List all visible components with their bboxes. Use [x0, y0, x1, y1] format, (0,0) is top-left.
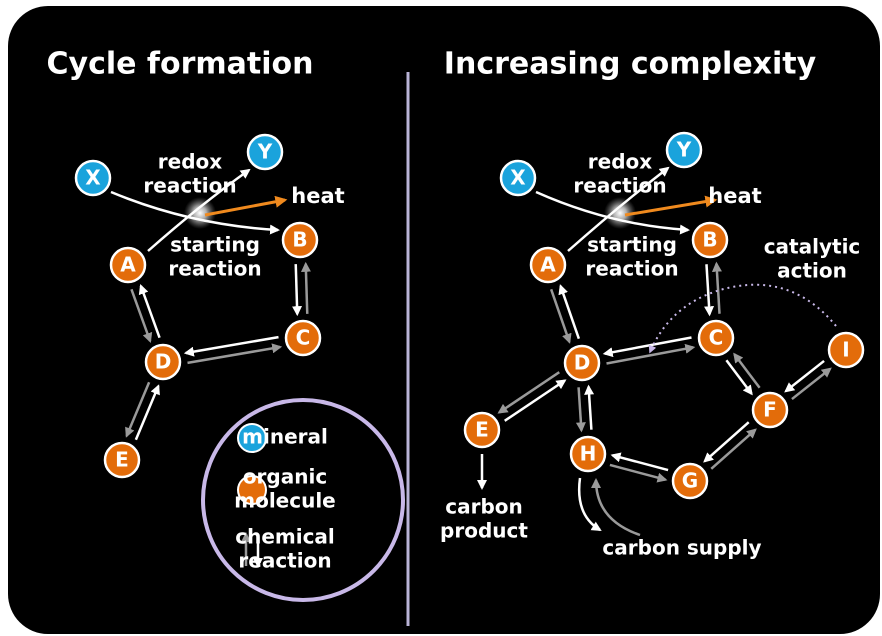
- label: G: [682, 469, 698, 493]
- label: catalytic: [764, 235, 861, 259]
- label: E: [475, 418, 489, 442]
- reaction-arrow: [575, 387, 586, 433]
- reaction-arrow: [504, 379, 567, 422]
- legend-molecule: [237, 475, 267, 505]
- redox-arrow: [535, 190, 690, 235]
- mineral-node: [665, 131, 703, 169]
- label: reaction: [573, 174, 666, 198]
- legend-mineral: [237, 423, 267, 453]
- molecule-node: [103, 441, 141, 479]
- molecule-node: [281, 221, 319, 259]
- label: D: [574, 351, 591, 375]
- reaction-arrow: [183, 335, 279, 357]
- label: B: [702, 228, 717, 252]
- reaction-arrow: [733, 352, 761, 389]
- reaction-arrow: [549, 288, 572, 344]
- label: heat: [291, 184, 344, 208]
- label: reaction: [168, 257, 261, 281]
- label: B: [292, 228, 307, 252]
- start-arrow: [567, 166, 670, 252]
- label: C: [296, 326, 311, 350]
- redox-arrow: [110, 190, 280, 235]
- molecule-node: [463, 411, 501, 449]
- heat-arrow: [624, 195, 718, 217]
- label: D: [155, 350, 172, 374]
- reaction-arrow: [138, 283, 161, 339]
- reaction-arrow: [292, 264, 303, 317]
- reaction-arrow: [602, 336, 692, 358]
- reaction-arrow: [784, 359, 825, 393]
- reaction-arrow: [497, 371, 560, 414]
- molecule-node: [284, 319, 322, 357]
- label: E: [115, 448, 129, 472]
- label: carbon supply: [602, 536, 761, 560]
- supply-arrow: [591, 478, 641, 537]
- label: Y: [676, 138, 692, 162]
- mineral-node: [74, 159, 112, 197]
- label: starting: [587, 233, 677, 257]
- label: reaction: [143, 174, 236, 198]
- label: molecule: [234, 489, 336, 513]
- label: redox: [588, 150, 652, 174]
- molecule-node: [697, 319, 735, 357]
- molecule-node: [691, 221, 729, 259]
- reaction-arrow: [187, 343, 283, 365]
- molecule-node: [563, 344, 601, 382]
- label: action: [777, 259, 847, 283]
- reaction-arrow: [300, 261, 311, 314]
- reaction-arrow: [134, 384, 160, 441]
- label: X: [510, 166, 526, 190]
- mineral-node: [246, 133, 284, 171]
- label: F: [763, 398, 777, 422]
- label: X: [85, 166, 101, 190]
- reaction-arrow: [710, 428, 757, 470]
- molecule-node: [671, 462, 709, 500]
- molecule-node: [144, 343, 182, 381]
- reaction-arrow: [703, 421, 750, 463]
- label: redox: [158, 150, 222, 174]
- label: product: [440, 519, 528, 543]
- label: reaction: [238, 549, 331, 573]
- label: A: [120, 253, 136, 277]
- label: Y: [257, 140, 273, 164]
- label: I: [842, 338, 849, 362]
- molecule-node: [569, 435, 607, 473]
- reaction-arrow: [609, 463, 668, 483]
- reaction-arrow: [584, 384, 595, 430]
- label: C: [709, 326, 724, 350]
- label: A: [540, 253, 556, 277]
- molecule-node: [529, 246, 567, 284]
- label: reaction: [585, 257, 678, 281]
- heat-arrow: [204, 195, 288, 217]
- label: heat: [708, 184, 761, 208]
- start-arrow: [147, 168, 251, 252]
- molecule-node: [109, 246, 147, 284]
- reaction-arrow: [610, 452, 669, 472]
- molecule-node: [827, 331, 865, 369]
- reaction-arrow: [704, 264, 715, 317]
- label: starting: [170, 233, 260, 257]
- mineral-node: [499, 159, 537, 197]
- reaction-arrow: [130, 288, 153, 344]
- label: organic: [243, 465, 327, 489]
- label: Increasing complexity: [444, 47, 817, 82]
- reaction-arrow: [125, 381, 151, 438]
- label: mineral: [242, 425, 328, 449]
- reaction-arrow: [711, 261, 722, 314]
- reaction-arrow: [606, 343, 696, 365]
- label: carbon: [445, 495, 523, 519]
- label: chemical: [235, 525, 335, 549]
- label: Cycle formation: [47, 47, 314, 82]
- label: H: [580, 442, 597, 466]
- reaction-arrow: [791, 367, 832, 401]
- reaction-arrow: [558, 284, 581, 340]
- molecule-node: [751, 391, 789, 429]
- supply-arrow: [577, 477, 602, 532]
- reaction-arrow: [725, 359, 753, 396]
